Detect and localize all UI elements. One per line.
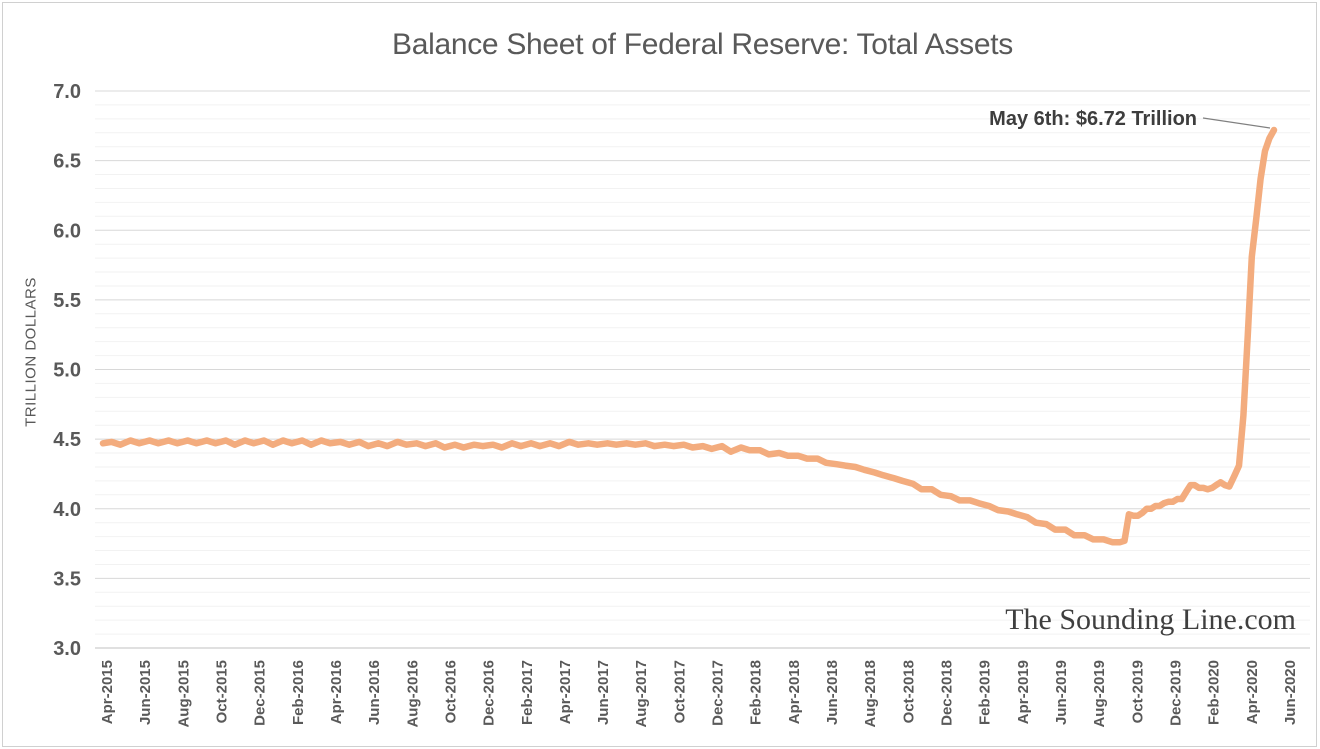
- svg-text:5.0: 5.0: [53, 360, 81, 382]
- total-assets-line: [99, 126, 1278, 546]
- watermark: The Sounding Line.com: [1005, 603, 1296, 636]
- svg-text:Jun-2019: Jun-2019: [1053, 660, 1070, 725]
- svg-text:Oct-2017: Oct-2017: [671, 660, 688, 723]
- svg-text:Feb-2016: Feb-2016: [290, 660, 307, 725]
- svg-text:6.5: 6.5: [53, 151, 81, 173]
- y-axis-title: TRILLION DOLLARS: [22, 277, 40, 427]
- svg-text:Aug-2017: Aug-2017: [633, 660, 650, 728]
- svg-text:Dec-2015: Dec-2015: [252, 660, 269, 726]
- svg-text:Oct-2015: Oct-2015: [214, 660, 231, 723]
- annotation-connector: [1202, 117, 1271, 129]
- svg-text:4.0: 4.0: [53, 499, 81, 521]
- svg-text:Apr-2015: Apr-2015: [99, 660, 116, 724]
- svg-text:3.0: 3.0: [53, 638, 81, 660]
- svg-text:Apr-2019: Apr-2019: [1015, 660, 1032, 724]
- svg-text:5.5: 5.5: [53, 290, 81, 312]
- svg-text:3.5: 3.5: [53, 568, 81, 590]
- gridlines-minor: [95, 104, 1310, 635]
- svg-text:Feb-2017: Feb-2017: [519, 660, 536, 725]
- svg-text:Dec-2018: Dec-2018: [939, 660, 956, 726]
- svg-text:Feb-2018: Feb-2018: [748, 660, 765, 725]
- svg-text:Dec-2017: Dec-2017: [710, 660, 727, 726]
- svg-text:Apr-2018: Apr-2018: [786, 660, 803, 724]
- svg-text:Jun-2016: Jun-2016: [366, 660, 383, 725]
- gridlines-major: [95, 90, 1310, 649]
- svg-text:Feb-2019: Feb-2019: [977, 660, 994, 725]
- svg-text:Feb-2020: Feb-2020: [1206, 660, 1223, 725]
- svg-text:Jun-2020: Jun-2020: [1282, 660, 1299, 725]
- svg-text:Oct-2019: Oct-2019: [1129, 660, 1146, 723]
- svg-text:Apr-2020: Apr-2020: [1244, 660, 1261, 724]
- svg-text:Apr-2016: Apr-2016: [328, 660, 345, 724]
- annotation-label: May 6th: $6.72 Trillion: [989, 108, 1197, 130]
- svg-text:Aug-2016: Aug-2016: [404, 660, 421, 728]
- x-axis-labels: Apr-2015 Jun-2015 Aug-2015 Oct-2015 Dec-2015…: [99, 660, 1299, 728]
- svg-text:Dec-2019: Dec-2019: [1168, 660, 1185, 726]
- svg-text:Aug-2019: Aug-2019: [1091, 660, 1108, 728]
- svg-text:Dec-2016: Dec-2016: [481, 660, 498, 726]
- svg-text:Jun-2015: Jun-2015: [137, 660, 154, 725]
- y-axis-labels: 7.0 6.5 6.0 5.5 5.0 4.5 4.0 3.5 3.0: [53, 81, 81, 660]
- svg-text:Oct-2016: Oct-2016: [442, 660, 459, 723]
- svg-text:Aug-2018: Aug-2018: [862, 660, 879, 728]
- svg-text:Jun-2017: Jun-2017: [595, 660, 612, 725]
- svg-text:Apr-2017: Apr-2017: [557, 660, 574, 724]
- chart-title: Balance Sheet of Federal Reserve: Total …: [391, 28, 1013, 61]
- svg-text:Oct-2018: Oct-2018: [900, 660, 917, 723]
- svg-text:7.0: 7.0: [53, 81, 81, 103]
- svg-text:Jun-2018: Jun-2018: [824, 660, 841, 725]
- svg-text:4.5: 4.5: [53, 429, 81, 451]
- svg-text:Aug-2015: Aug-2015: [175, 660, 192, 728]
- svg-text:6.0: 6.0: [53, 220, 81, 242]
